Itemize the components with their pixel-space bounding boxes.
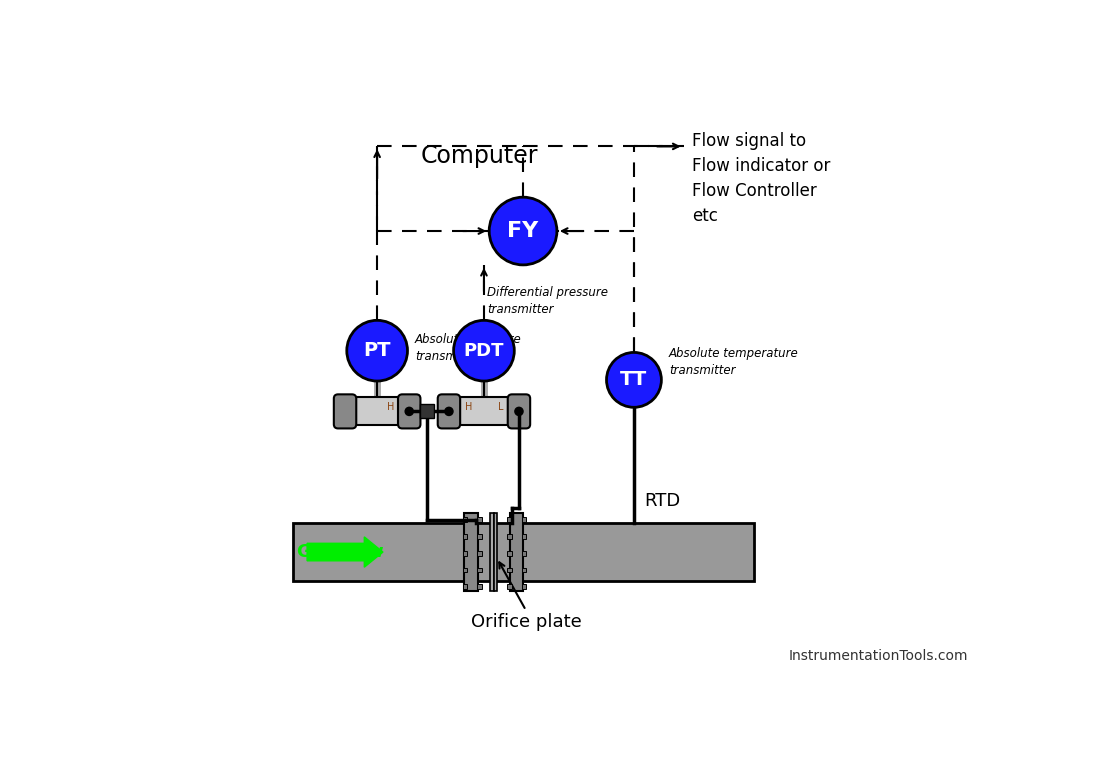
- Bar: [477, 551, 482, 556]
- FancyArrow shape: [307, 537, 383, 567]
- Circle shape: [606, 352, 661, 407]
- Bar: [462, 534, 467, 539]
- Text: FY: FY: [508, 221, 539, 241]
- Circle shape: [347, 321, 407, 381]
- Text: Absolute pressure
transmitter: Absolute pressure transmitter: [415, 333, 522, 363]
- Bar: [490, 512, 494, 591]
- FancyBboxPatch shape: [334, 394, 356, 428]
- Bar: [522, 584, 526, 589]
- Text: InstrumentationTools.com: InstrumentationTools.com: [789, 649, 968, 663]
- Bar: [462, 551, 467, 556]
- Bar: [465, 512, 478, 591]
- Text: PT: PT: [364, 341, 390, 360]
- Text: Absolute temperature
transmitter: Absolute temperature transmitter: [669, 347, 799, 377]
- Bar: [507, 534, 512, 539]
- Text: Gas flow: Gas flow: [298, 543, 384, 561]
- Bar: [420, 404, 434, 418]
- Bar: [462, 568, 467, 572]
- Bar: [507, 517, 512, 522]
- Bar: [477, 568, 482, 572]
- Text: RTD: RTD: [645, 492, 680, 510]
- Text: H: H: [387, 402, 394, 412]
- Bar: [460, 397, 508, 425]
- Text: Computer: Computer: [420, 144, 538, 168]
- Text: Orifice plate: Orifice plate: [470, 613, 582, 631]
- Bar: [462, 517, 467, 522]
- Text: H: H: [466, 402, 472, 412]
- Text: Differential pressure
transmitter: Differential pressure transmitter: [487, 286, 608, 316]
- Circle shape: [515, 407, 523, 415]
- Bar: [522, 551, 526, 556]
- Text: PDT: PDT: [463, 342, 504, 360]
- Bar: [522, 568, 526, 572]
- Bar: [356, 397, 398, 425]
- Bar: [477, 534, 482, 539]
- Bar: [507, 551, 512, 556]
- Bar: [510, 512, 523, 591]
- Bar: [477, 584, 482, 589]
- Bar: [522, 534, 526, 539]
- Bar: [292, 523, 753, 581]
- Text: L: L: [498, 402, 503, 412]
- Bar: [477, 517, 482, 522]
- Bar: [462, 584, 467, 589]
- Bar: [494, 512, 498, 591]
- Text: TT: TT: [620, 371, 648, 390]
- Circle shape: [445, 407, 453, 415]
- FancyBboxPatch shape: [508, 394, 530, 428]
- Bar: [507, 568, 512, 572]
- Bar: [507, 584, 512, 589]
- FancyBboxPatch shape: [398, 394, 420, 428]
- Circle shape: [453, 321, 514, 381]
- Circle shape: [489, 197, 557, 265]
- Text: Flow signal to
Flow indicator or
Flow Controller
etc: Flow signal to Flow indicator or Flow Co…: [692, 132, 831, 225]
- Bar: [522, 517, 526, 522]
- Circle shape: [405, 407, 414, 415]
- FancyBboxPatch shape: [438, 394, 460, 428]
